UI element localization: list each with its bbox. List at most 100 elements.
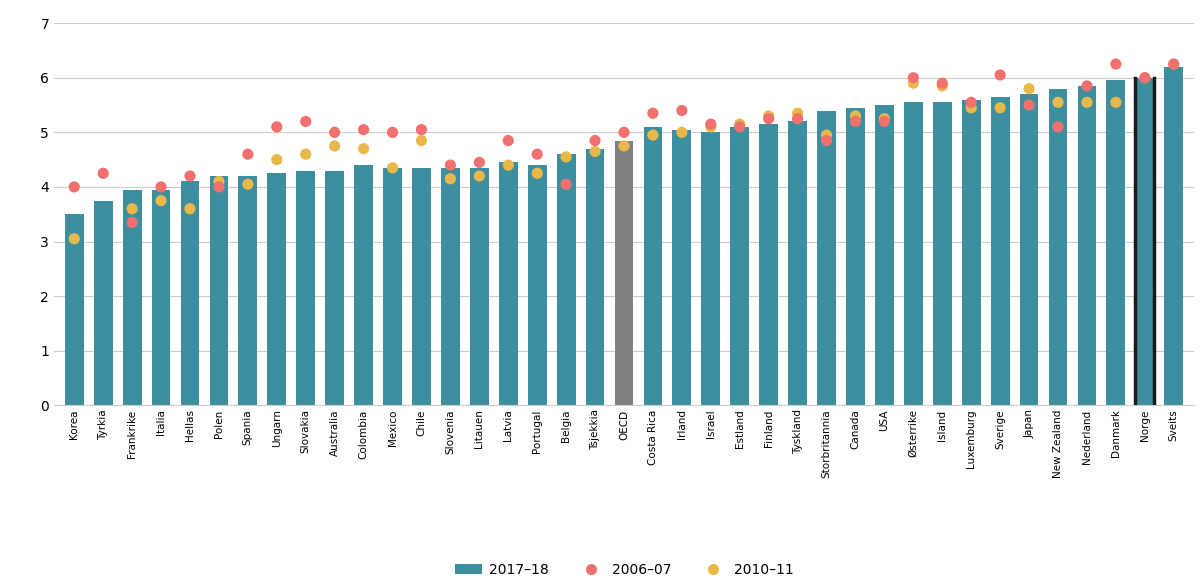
Point [788,109,808,118]
Bar [268,173,286,405]
Point [1106,98,1126,107]
Bar [180,181,199,405]
Point [1020,100,1039,109]
Point [760,111,779,120]
Legend: 2017–18, 2006–07, 2010–11: 2017–18, 2006–07, 2010–11 [449,558,799,579]
Bar [557,154,576,405]
Bar [1135,78,1154,405]
Bar [731,127,749,405]
Point [1164,60,1183,69]
Point [1078,81,1097,90]
Bar [991,97,1009,405]
Point [65,234,84,243]
Point [296,149,316,159]
Point [557,152,576,162]
Bar [817,111,836,405]
Point [1078,98,1097,107]
Point [296,117,316,126]
Bar [1164,67,1183,405]
Point [1135,73,1154,82]
Bar [760,124,778,405]
Point [817,130,836,140]
Point [932,81,952,90]
Point [209,177,228,186]
Bar [962,100,980,405]
Point [730,122,749,131]
Point [383,128,402,137]
Point [1135,73,1154,82]
Point [528,168,547,178]
Bar [846,108,865,405]
Bar [412,168,431,405]
Point [122,218,142,227]
Bar [1049,89,1068,405]
Point [1020,84,1039,93]
Point [239,149,258,159]
Point [469,171,488,181]
Bar [1078,86,1097,405]
Bar [151,190,170,405]
Point [846,117,865,126]
Bar [1020,94,1038,405]
Point [94,168,113,178]
Point [239,179,258,189]
Point [412,136,431,145]
Bar [94,200,113,405]
Point [209,182,228,192]
Point [383,163,402,173]
Point [268,122,287,131]
Bar [672,130,691,405]
Point [701,119,720,129]
Point [1049,122,1068,131]
Bar [325,171,344,405]
Point [904,73,923,82]
Bar [470,168,488,405]
Bar [383,168,402,405]
Bar [296,171,316,405]
Point [990,103,1009,112]
Point [65,182,84,192]
Bar [239,176,257,405]
Point [701,122,720,131]
Point [730,119,749,129]
Point [961,98,980,107]
Bar [586,149,605,405]
Point [1164,60,1183,69]
Point [412,125,431,134]
Point [875,114,894,123]
Point [180,171,199,181]
Point [586,136,605,145]
Point [122,204,142,214]
Point [1106,60,1126,69]
Bar [499,162,517,405]
Point [151,182,170,192]
Point [528,149,547,159]
Bar [65,214,84,405]
Point [672,128,691,137]
Point [788,114,808,123]
Bar [354,165,373,405]
Bar [643,127,662,405]
Bar [614,141,634,405]
Bar [528,165,547,405]
Point [961,103,980,112]
Point [760,114,779,123]
Point [268,155,287,164]
Point [354,144,373,153]
Bar [904,102,923,405]
Point [557,179,576,189]
Point [499,160,518,170]
Point [440,160,460,170]
Point [354,125,373,134]
Point [325,128,344,137]
Bar [701,133,720,405]
Point [904,79,923,88]
Point [151,196,170,205]
Point [614,128,634,137]
Point [1049,98,1068,107]
Point [586,147,605,156]
Bar [875,105,894,405]
Bar [440,168,460,405]
Point [846,111,865,120]
Point [643,130,662,140]
